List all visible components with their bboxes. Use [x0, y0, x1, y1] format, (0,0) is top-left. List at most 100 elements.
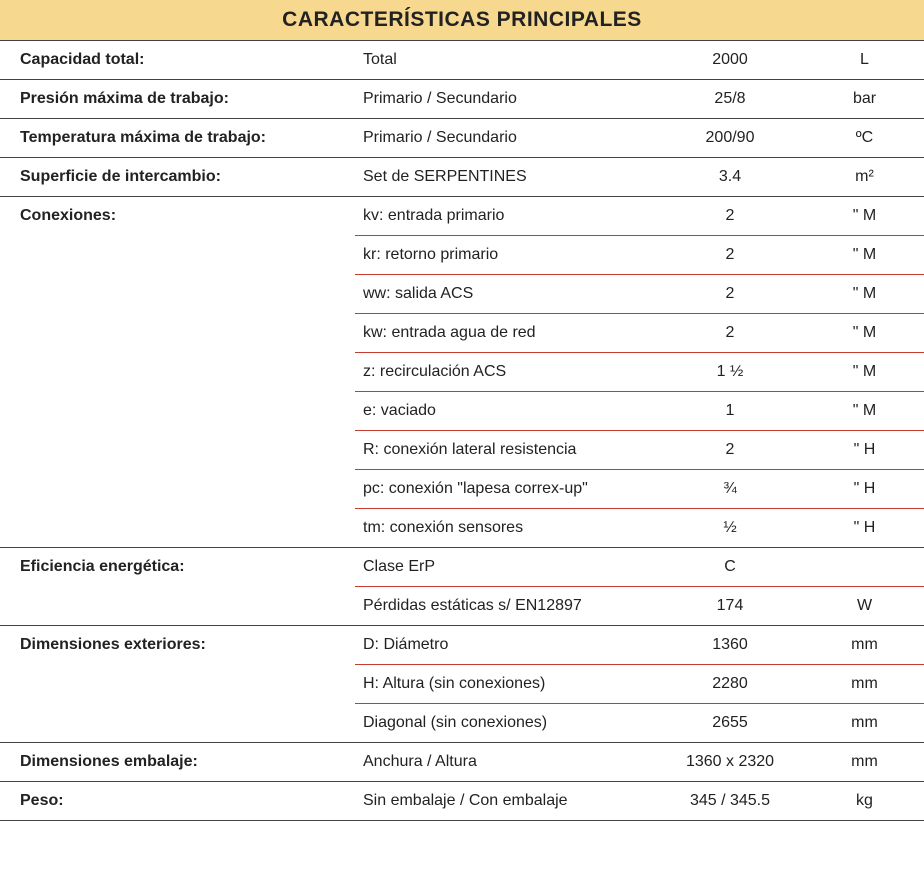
property-label [0, 392, 355, 431]
property-desc: Pérdidas estáticas s/ EN12897 [355, 587, 655, 626]
property-unit: " H [805, 431, 924, 470]
property-label [0, 236, 355, 275]
table-row: Eficiencia energética:Clase ErPC [0, 548, 924, 587]
property-desc: Anchura / Altura [355, 743, 655, 782]
property-value: 1360 x 2320 [655, 743, 805, 782]
table-row: ww: salida ACS2" M [0, 275, 924, 314]
property-unit: kg [805, 782, 924, 821]
property-unit: " M [805, 314, 924, 353]
table-row: R: conexión lateral resistencia2" H [0, 431, 924, 470]
property-value: 2000 [655, 41, 805, 80]
property-value: 25/8 [655, 80, 805, 119]
property-value: 2 [655, 275, 805, 314]
property-desc: kr: retorno primario [355, 236, 655, 275]
table-row: Capacidad total:Total2000L [0, 41, 924, 80]
table-row: Pérdidas estáticas s/ EN12897174W [0, 587, 924, 626]
table-row: Diagonal (sin conexiones)2655mm [0, 704, 924, 743]
property-desc: H: Altura (sin conexiones) [355, 665, 655, 704]
property-label: Capacidad total: [0, 41, 355, 80]
property-unit: L [805, 41, 924, 80]
property-desc: kv: entrada primario [355, 197, 655, 236]
property-value: ¾ [655, 470, 805, 509]
property-unit: " H [805, 470, 924, 509]
table-row: Presión máxima de trabajo:Primario / Sec… [0, 80, 924, 119]
table-row: Conexiones:kv: entrada primario2" M [0, 197, 924, 236]
property-unit: ºC [805, 119, 924, 158]
spec-table-container: CARACTERÍSTICAS PRINCIPALES Capacidad to… [0, 0, 924, 821]
property-value: 1 [655, 392, 805, 431]
table-row: Temperatura máxima de trabajo:Primario /… [0, 119, 924, 158]
property-label: Peso: [0, 782, 355, 821]
property-desc: tm: conexión sensores [355, 509, 655, 548]
property-desc: Set de SERPENTINES [355, 158, 655, 197]
property-label: Superficie de intercambio: [0, 158, 355, 197]
spec-table: Capacidad total:Total2000LPresión máxima… [0, 40, 924, 821]
property-unit: " M [805, 275, 924, 314]
property-value: 2655 [655, 704, 805, 743]
property-desc: pc: conexión "lapesa correx-up" [355, 470, 655, 509]
property-label: Dimensiones exteriores: [0, 626, 355, 665]
property-label [0, 431, 355, 470]
table-row: Dimensiones exteriores:D: Diámetro1360mm [0, 626, 924, 665]
property-desc: Total [355, 41, 655, 80]
property-value: 174 [655, 587, 805, 626]
property-desc: Primario / Secundario [355, 80, 655, 119]
property-label: Temperatura máxima de trabajo: [0, 119, 355, 158]
property-unit: mm [805, 626, 924, 665]
property-value: ½ [655, 509, 805, 548]
table-title: CARACTERÍSTICAS PRINCIPALES [0, 0, 924, 40]
property-desc: z: recirculación ACS [355, 353, 655, 392]
property-value: 2 [655, 236, 805, 275]
property-desc: R: conexión lateral resistencia [355, 431, 655, 470]
property-value: C [655, 548, 805, 587]
property-desc: Diagonal (sin conexiones) [355, 704, 655, 743]
property-unit: " M [805, 353, 924, 392]
property-desc: e: vaciado [355, 392, 655, 431]
property-unit: mm [805, 665, 924, 704]
property-label: Presión máxima de trabajo: [0, 80, 355, 119]
table-row: z: recirculación ACS1 ½" M [0, 353, 924, 392]
table-row: kw: entrada agua de red2" M [0, 314, 924, 353]
property-desc: Primario / Secundario [355, 119, 655, 158]
table-row: Superficie de intercambio:Set de SERPENT… [0, 158, 924, 197]
property-value: 2 [655, 431, 805, 470]
property-value: 2280 [655, 665, 805, 704]
property-unit: " M [805, 392, 924, 431]
property-unit: mm [805, 743, 924, 782]
property-unit: W [805, 587, 924, 626]
property-value: 1360 [655, 626, 805, 665]
property-value: 200/90 [655, 119, 805, 158]
property-label [0, 704, 355, 743]
property-unit: " M [805, 236, 924, 275]
table-row: kr: retorno primario2" M [0, 236, 924, 275]
property-label [0, 509, 355, 548]
property-value: 3.4 [655, 158, 805, 197]
property-desc: D: Diámetro [355, 626, 655, 665]
property-desc: kw: entrada agua de red [355, 314, 655, 353]
property-unit: " M [805, 197, 924, 236]
property-unit: mm [805, 704, 924, 743]
property-label: Eficiencia energética: [0, 548, 355, 587]
property-label [0, 665, 355, 704]
property-value: 2 [655, 197, 805, 236]
table-row: tm: conexión sensores½" H [0, 509, 924, 548]
table-row: Dimensiones embalaje:Anchura / Altura136… [0, 743, 924, 782]
property-unit: bar [805, 80, 924, 119]
property-label [0, 587, 355, 626]
property-label [0, 314, 355, 353]
table-row: pc: conexión "lapesa correx-up"¾" H [0, 470, 924, 509]
property-value: 2 [655, 314, 805, 353]
property-label [0, 470, 355, 509]
property-label: Conexiones: [0, 197, 355, 236]
property-label [0, 275, 355, 314]
property-label [0, 353, 355, 392]
property-value: 1 ½ [655, 353, 805, 392]
property-desc: ww: salida ACS [355, 275, 655, 314]
property-value: 345 / 345.5 [655, 782, 805, 821]
property-unit [805, 548, 924, 587]
property-unit: " H [805, 509, 924, 548]
table-row: Peso:Sin embalaje / Con embalaje345 / 34… [0, 782, 924, 821]
property-label: Dimensiones embalaje: [0, 743, 355, 782]
table-row: e: vaciado1" M [0, 392, 924, 431]
property-desc: Sin embalaje / Con embalaje [355, 782, 655, 821]
